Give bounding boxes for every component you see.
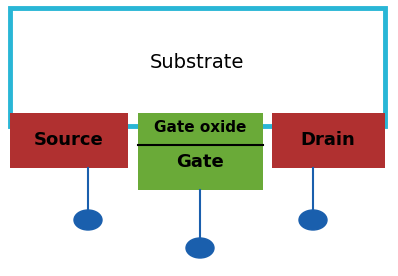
Bar	[138, 145, 263, 190]
Ellipse shape	[186, 238, 214, 258]
Text: Gate oxide: Gate oxide	[154, 121, 246, 136]
Text: Substrate: Substrate	[150, 52, 244, 71]
Bar	[10, 8, 385, 126]
Bar	[272, 113, 385, 168]
Text: Drain: Drain	[300, 131, 355, 149]
Ellipse shape	[74, 210, 102, 230]
Ellipse shape	[299, 210, 327, 230]
Text: Gate: Gate	[176, 153, 224, 171]
Bar	[10, 113, 128, 168]
Bar	[138, 113, 263, 145]
Text: Source: Source	[34, 131, 104, 149]
